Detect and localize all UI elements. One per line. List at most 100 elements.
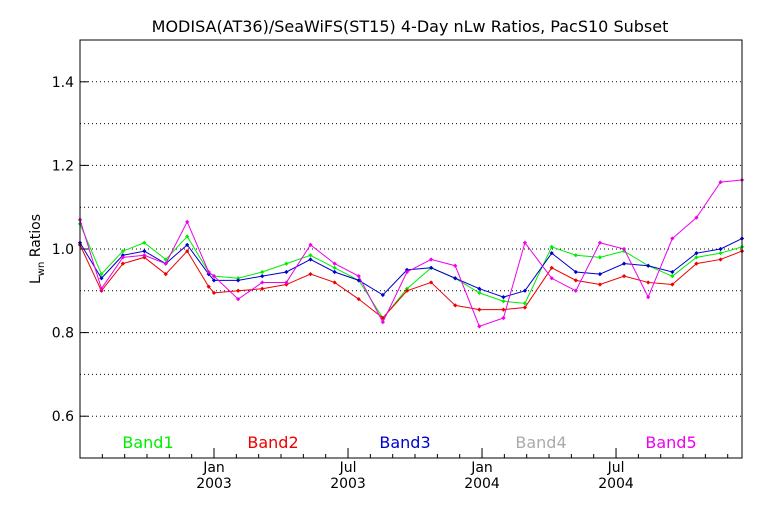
y-grid bbox=[80, 81, 742, 417]
series-band5 bbox=[77, 177, 745, 329]
x-tick-label-year: 2004 bbox=[464, 476, 500, 492]
data-point bbox=[332, 269, 337, 275]
data-point bbox=[211, 274, 217, 279]
data-point bbox=[260, 274, 265, 279]
data-point bbox=[185, 219, 190, 224]
data-point bbox=[142, 240, 147, 245]
data-point bbox=[308, 242, 313, 247]
data-point bbox=[573, 253, 578, 258]
x-tick-label-month: Jul bbox=[339, 460, 357, 476]
data-point bbox=[453, 276, 458, 281]
data-point bbox=[597, 282, 603, 287]
data-point bbox=[453, 303, 458, 308]
data-point bbox=[142, 248, 147, 254]
y-tick-label: 1.2 bbox=[52, 158, 74, 174]
data-point bbox=[477, 307, 482, 312]
data-point bbox=[211, 278, 217, 283]
data-point bbox=[477, 286, 482, 291]
data-point bbox=[380, 320, 385, 325]
data-point bbox=[308, 271, 313, 277]
data-point bbox=[404, 288, 410, 293]
legend: Band1 Band2 Band3 Band4 Band5 bbox=[122, 433, 696, 452]
data-point bbox=[211, 290, 217, 296]
x-tick-label-year: 2003 bbox=[330, 476, 366, 492]
data-point bbox=[501, 294, 506, 300]
data-point bbox=[404, 269, 410, 275]
data-point bbox=[428, 265, 434, 270]
legend-band3: Band3 bbox=[379, 433, 430, 452]
y-tick-label: 0.8 bbox=[52, 326, 74, 342]
data-point bbox=[260, 280, 265, 285]
data-point bbox=[428, 280, 434, 285]
data-point bbox=[670, 269, 675, 275]
series-layer bbox=[77, 177, 745, 329]
data-point bbox=[718, 179, 723, 185]
data-point bbox=[694, 215, 699, 220]
data-point bbox=[477, 324, 482, 329]
data-point bbox=[163, 271, 168, 277]
data-point bbox=[356, 274, 361, 279]
data-point bbox=[236, 297, 241, 302]
data-point bbox=[185, 242, 190, 247]
data-point bbox=[501, 315, 506, 321]
series-line bbox=[79, 179, 743, 327]
data-point bbox=[501, 307, 506, 312]
data-point bbox=[549, 244, 554, 250]
data-point bbox=[522, 301, 528, 306]
data-point bbox=[236, 278, 241, 283]
data-point bbox=[308, 253, 313, 258]
data-point bbox=[356, 297, 361, 302]
data-point bbox=[646, 263, 651, 268]
data-point bbox=[120, 248, 126, 254]
x-tick-label-year: 2003 bbox=[196, 476, 232, 492]
data-point bbox=[284, 269, 289, 275]
legend-band5: Band5 bbox=[645, 433, 696, 452]
data-point bbox=[142, 253, 147, 258]
data-point bbox=[694, 255, 699, 260]
data-point bbox=[670, 282, 675, 287]
data-point bbox=[573, 269, 578, 275]
data-point bbox=[646, 280, 651, 285]
series-band2 bbox=[77, 242, 745, 321]
data-point bbox=[718, 257, 723, 262]
data-point bbox=[332, 280, 337, 285]
data-point bbox=[477, 290, 482, 296]
legend-band2: Band2 bbox=[247, 433, 298, 452]
data-point bbox=[120, 255, 126, 260]
data-point bbox=[332, 261, 337, 266]
data-point bbox=[646, 294, 651, 300]
data-point bbox=[284, 280, 289, 285]
data-point bbox=[163, 261, 168, 266]
data-point bbox=[549, 276, 554, 281]
data-point bbox=[522, 240, 528, 245]
y-axis-label: Lwn Ratios bbox=[28, 214, 47, 284]
series-line bbox=[79, 223, 743, 319]
x-tick-label-month: Jan bbox=[470, 460, 493, 476]
data-point bbox=[260, 286, 265, 291]
data-point bbox=[597, 271, 603, 277]
data-point bbox=[284, 261, 289, 266]
data-point bbox=[185, 234, 190, 239]
y-tick-label: 1.4 bbox=[52, 75, 74, 91]
data-point bbox=[522, 288, 528, 293]
data-point bbox=[597, 255, 603, 260]
data-point bbox=[694, 251, 699, 256]
data-point bbox=[501, 299, 506, 304]
data-point bbox=[522, 305, 528, 310]
x-tick-label-month: Jul bbox=[607, 460, 625, 476]
y-tick-label: 1.0 bbox=[52, 242, 74, 258]
data-point bbox=[718, 251, 723, 256]
data-point bbox=[670, 236, 675, 241]
series-line bbox=[79, 238, 743, 298]
legend-band4: Band4 bbox=[515, 433, 566, 452]
x-tick-label-year: 2004 bbox=[598, 476, 634, 492]
plot-frame bbox=[79, 39, 743, 459]
data-point bbox=[380, 292, 385, 298]
data-point bbox=[206, 269, 211, 275]
data-point bbox=[621, 274, 627, 279]
data-point bbox=[185, 248, 190, 254]
data-point bbox=[718, 246, 723, 252]
x-tick-label-month: Jan bbox=[202, 460, 225, 476]
